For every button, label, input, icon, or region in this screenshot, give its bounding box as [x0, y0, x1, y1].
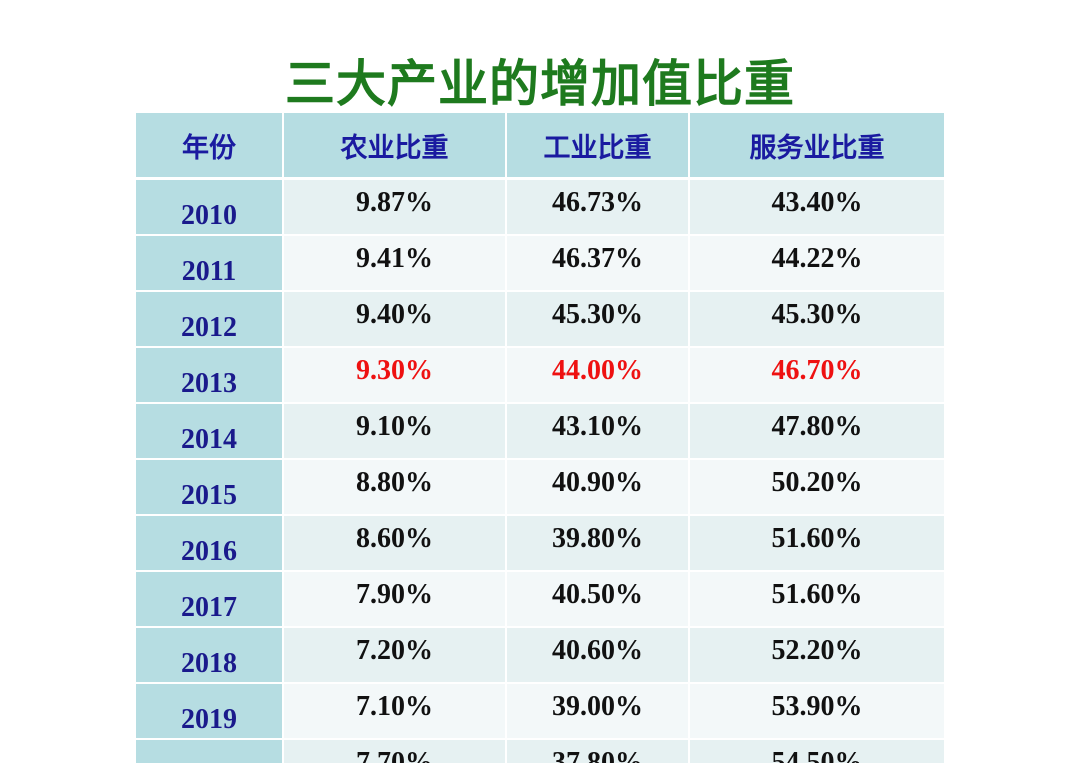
column-header-year: 年份 [136, 113, 284, 180]
page-title: 三大产业的增加值比重 [285, 55, 795, 113]
year-cell: 2011 [136, 235, 284, 292]
industry-share-table: 年份 农业比重 工业比重 服务业比重 2010 9.87% 46.73% 43.… [136, 113, 944, 763]
agriculture-cell: 7.70% [283, 739, 507, 763]
table-row: 2018 7.20% 40.60% 52.20% [136, 627, 944, 684]
year-cell: 2014 [136, 403, 284, 460]
year-cell: 2015 [136, 459, 284, 516]
year-cell: 2016 [136, 515, 284, 572]
agriculture-cell: 9.30% [283, 347, 507, 404]
agriculture-cell: 7.90% [283, 571, 507, 628]
column-header-agriculture: 农业比重 [283, 113, 507, 180]
services-cell: 51.60% [689, 571, 944, 628]
agriculture-cell: 7.20% [283, 627, 507, 684]
agriculture-cell: 9.87% [283, 178, 507, 236]
services-cell: 44.22% [689, 235, 944, 292]
industry-cell: 39.80% [506, 515, 690, 572]
industry-cell: 40.90% [506, 459, 690, 516]
table-row-highlighted: 2013 9.30% 44.00% 46.70% [136, 347, 944, 404]
services-cell: 51.60% [689, 515, 944, 572]
industry-cell: 40.60% [506, 627, 690, 684]
agriculture-cell: 7.10% [283, 683, 507, 740]
table-row: 2011 9.41% 46.37% 44.22% [136, 235, 944, 292]
services-cell: 47.80% [689, 403, 944, 460]
agriculture-cell: 9.41% [283, 235, 507, 292]
table-row: 2017 7.90% 40.50% 51.60% [136, 571, 944, 628]
table-row: 2015 8.80% 40.90% 50.20% [136, 459, 944, 516]
year-cell: 2020 [136, 739, 284, 763]
industry-cell: 46.37% [506, 235, 690, 292]
industry-cell: 46.73% [506, 178, 690, 236]
table-row: 2014 9.10% 43.10% 47.80% [136, 403, 944, 460]
services-cell: 50.20% [689, 459, 944, 516]
column-header-industry: 工业比重 [506, 113, 690, 180]
industry-cell: 44.00% [506, 347, 690, 404]
agriculture-cell: 8.80% [283, 459, 507, 516]
agriculture-cell: 9.40% [283, 291, 507, 348]
services-cell: 45.30% [689, 291, 944, 348]
services-cell: 52.20% [689, 627, 944, 684]
services-cell: 46.70% [689, 347, 944, 404]
services-cell: 43.40% [689, 178, 944, 236]
table-row: 2012 9.40% 45.30% 45.30% [136, 291, 944, 348]
year-cell: 2019 [136, 683, 284, 740]
agriculture-cell: 9.10% [283, 403, 507, 460]
year-cell: 2012 [136, 291, 284, 348]
table-row: 2019 7.10% 39.00% 53.90% [136, 683, 944, 740]
industry-cell: 40.50% [506, 571, 690, 628]
table-row: 2020 7.70% 37.80% 54.50% [136, 739, 944, 763]
table-header-row: 年份 农业比重 工业比重 服务业比重 [136, 113, 944, 180]
column-header-services: 服务业比重 [689, 113, 944, 180]
table-row: 2016 8.60% 39.80% 51.60% [136, 515, 944, 572]
industry-cell: 45.30% [506, 291, 690, 348]
services-cell: 54.50% [689, 739, 944, 763]
year-cell: 2013 [136, 347, 284, 404]
year-cell: 2017 [136, 571, 284, 628]
agriculture-cell: 8.60% [283, 515, 507, 572]
industry-cell: 37.80% [506, 739, 690, 763]
services-cell: 53.90% [689, 683, 944, 740]
industry-cell: 39.00% [506, 683, 690, 740]
year-cell: 2010 [136, 178, 284, 236]
industry-cell: 43.10% [506, 403, 690, 460]
year-cell: 2018 [136, 627, 284, 684]
table-row: 2010 9.87% 46.73% 43.40% [136, 178, 944, 236]
